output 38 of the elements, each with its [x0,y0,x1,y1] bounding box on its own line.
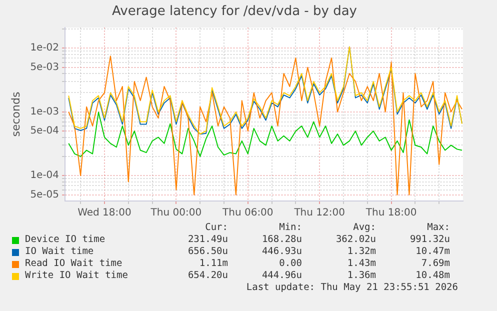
y-tick-label: 5e-03 [30,62,60,73]
text: 10.48m [414,270,450,282]
text: 231.49u [186,234,228,246]
text: 656.50u [186,246,228,258]
x-tick-label: Thu 06:00 [222,208,274,219]
y-axis-title: seconds [9,92,22,137]
y-tick-label: 5e-05 [30,189,60,200]
y-tick-label: 1e-02 [30,42,60,54]
text: 0.00 [278,258,302,270]
text: 444.96u [260,270,302,282]
text: 1.11m [198,258,228,270]
text: Cur: [204,222,228,234]
text: 1.36m [346,270,376,282]
legend-label: Device IO time [25,234,106,246]
text: 446.93u [260,246,302,258]
text: Max: [426,222,450,234]
text: Min: [278,222,302,234]
text: 654.20u [186,270,228,282]
text: 991.32u [408,234,450,246]
y-tick-label: 1e-03 [30,106,60,118]
text: 7.69m [420,258,450,270]
text: 1.43m [346,258,376,270]
text: 10.47m [414,246,450,258]
text: Last update: Thu May 21 23:55:51 2026 [245,282,458,294]
legend-label: IO Wait time [25,246,94,258]
text: 362.02u [334,234,376,246]
x-tick-label: Thu 18:00 [364,208,417,219]
x-tick-label: Wed 18:00 [78,208,132,219]
text: 168.28u [260,234,302,246]
x-tick-label: Thu 00:00 [150,208,202,219]
y-tick-label: 1e-04 [30,170,60,182]
y-tick-label: 5e-04 [30,126,60,137]
text: 1.32m [346,246,376,258]
legend-label: Read IO Wait time [25,258,122,270]
legend-label: Write IO Wait time [25,270,128,282]
text: Avg: [352,222,376,234]
x-tick-label: Thu 12:00 [293,208,345,219]
chart-title: Average latency for /dev/vda - by day [112,4,358,20]
